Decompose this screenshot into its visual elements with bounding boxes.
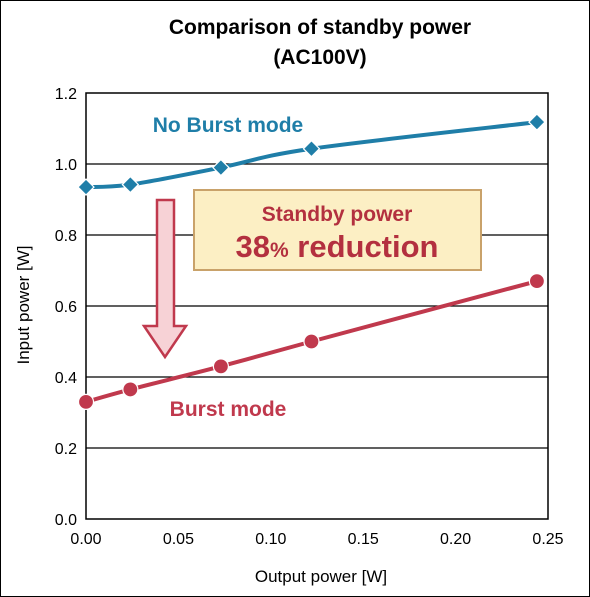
data-point-circle <box>122 381 139 398</box>
x-tick-label: 0.05 <box>163 531 194 548</box>
data-series <box>77 113 546 410</box>
data-point-diamond <box>212 158 230 177</box>
chart-title-line2: (AC100V) <box>273 46 366 69</box>
x-tick-label: 0.00 <box>70 531 101 548</box>
callout-percent-value: 38 <box>235 229 269 264</box>
data-point-diamond <box>302 139 321 158</box>
callout-box <box>193 189 482 271</box>
series-label-no-burst-mode: No Burst mode <box>153 114 304 137</box>
data-point-diamond <box>528 113 546 131</box>
data-point-circle <box>77 393 95 410</box>
plot-area <box>85 92 549 520</box>
callout-line2: 38% reduction <box>235 229 438 264</box>
y-tick-label: 0.6 <box>55 299 77 316</box>
y-tick-label: 0.2 <box>55 441 77 458</box>
x-tick-label: 0.10 <box>255 531 286 548</box>
reduction-callout: Standby power 38% reduction <box>193 189 482 271</box>
callout-reduction-word: reduction <box>289 229 439 264</box>
down-arrow-shape <box>141 198 189 360</box>
y-tick-label: 0.8 <box>55 228 77 245</box>
series-label-burst-mode: Burst mode <box>170 398 287 421</box>
chart-title-line1: Comparison of standby power <box>169 16 471 39</box>
x-axis-ticks: 0.00 0.05 0.10 0.15 0.20 0.25 <box>70 531 563 548</box>
x-tick-label: 0.25 <box>532 531 563 548</box>
callout-line1: Standby power <box>262 203 413 226</box>
x-tick-label: 0.20 <box>440 531 471 548</box>
y-tick-label: 0.4 <box>55 370 77 387</box>
x-tick-label: 0.15 <box>348 531 379 548</box>
y-tick-label: 0.0 <box>55 512 77 529</box>
callout-percent-sign: % <box>270 239 289 262</box>
data-point-diamond <box>121 175 140 194</box>
y-tick-label: 1.0 <box>55 157 77 174</box>
data-point-circle <box>303 333 320 350</box>
data-point-circle <box>212 358 230 375</box>
y-tick-label: 1.2 <box>55 86 77 103</box>
y-axis-label: Input power [W] <box>14 245 33 364</box>
x-axis-label: Output power [W] <box>255 567 387 586</box>
y-axis-ticks: 0.0 0.2 0.4 0.6 0.8 1.0 1.2 <box>55 86 77 529</box>
reduction-arrow <box>141 198 189 360</box>
data-point-circle <box>528 273 546 290</box>
data-point-diamond <box>77 178 95 196</box>
